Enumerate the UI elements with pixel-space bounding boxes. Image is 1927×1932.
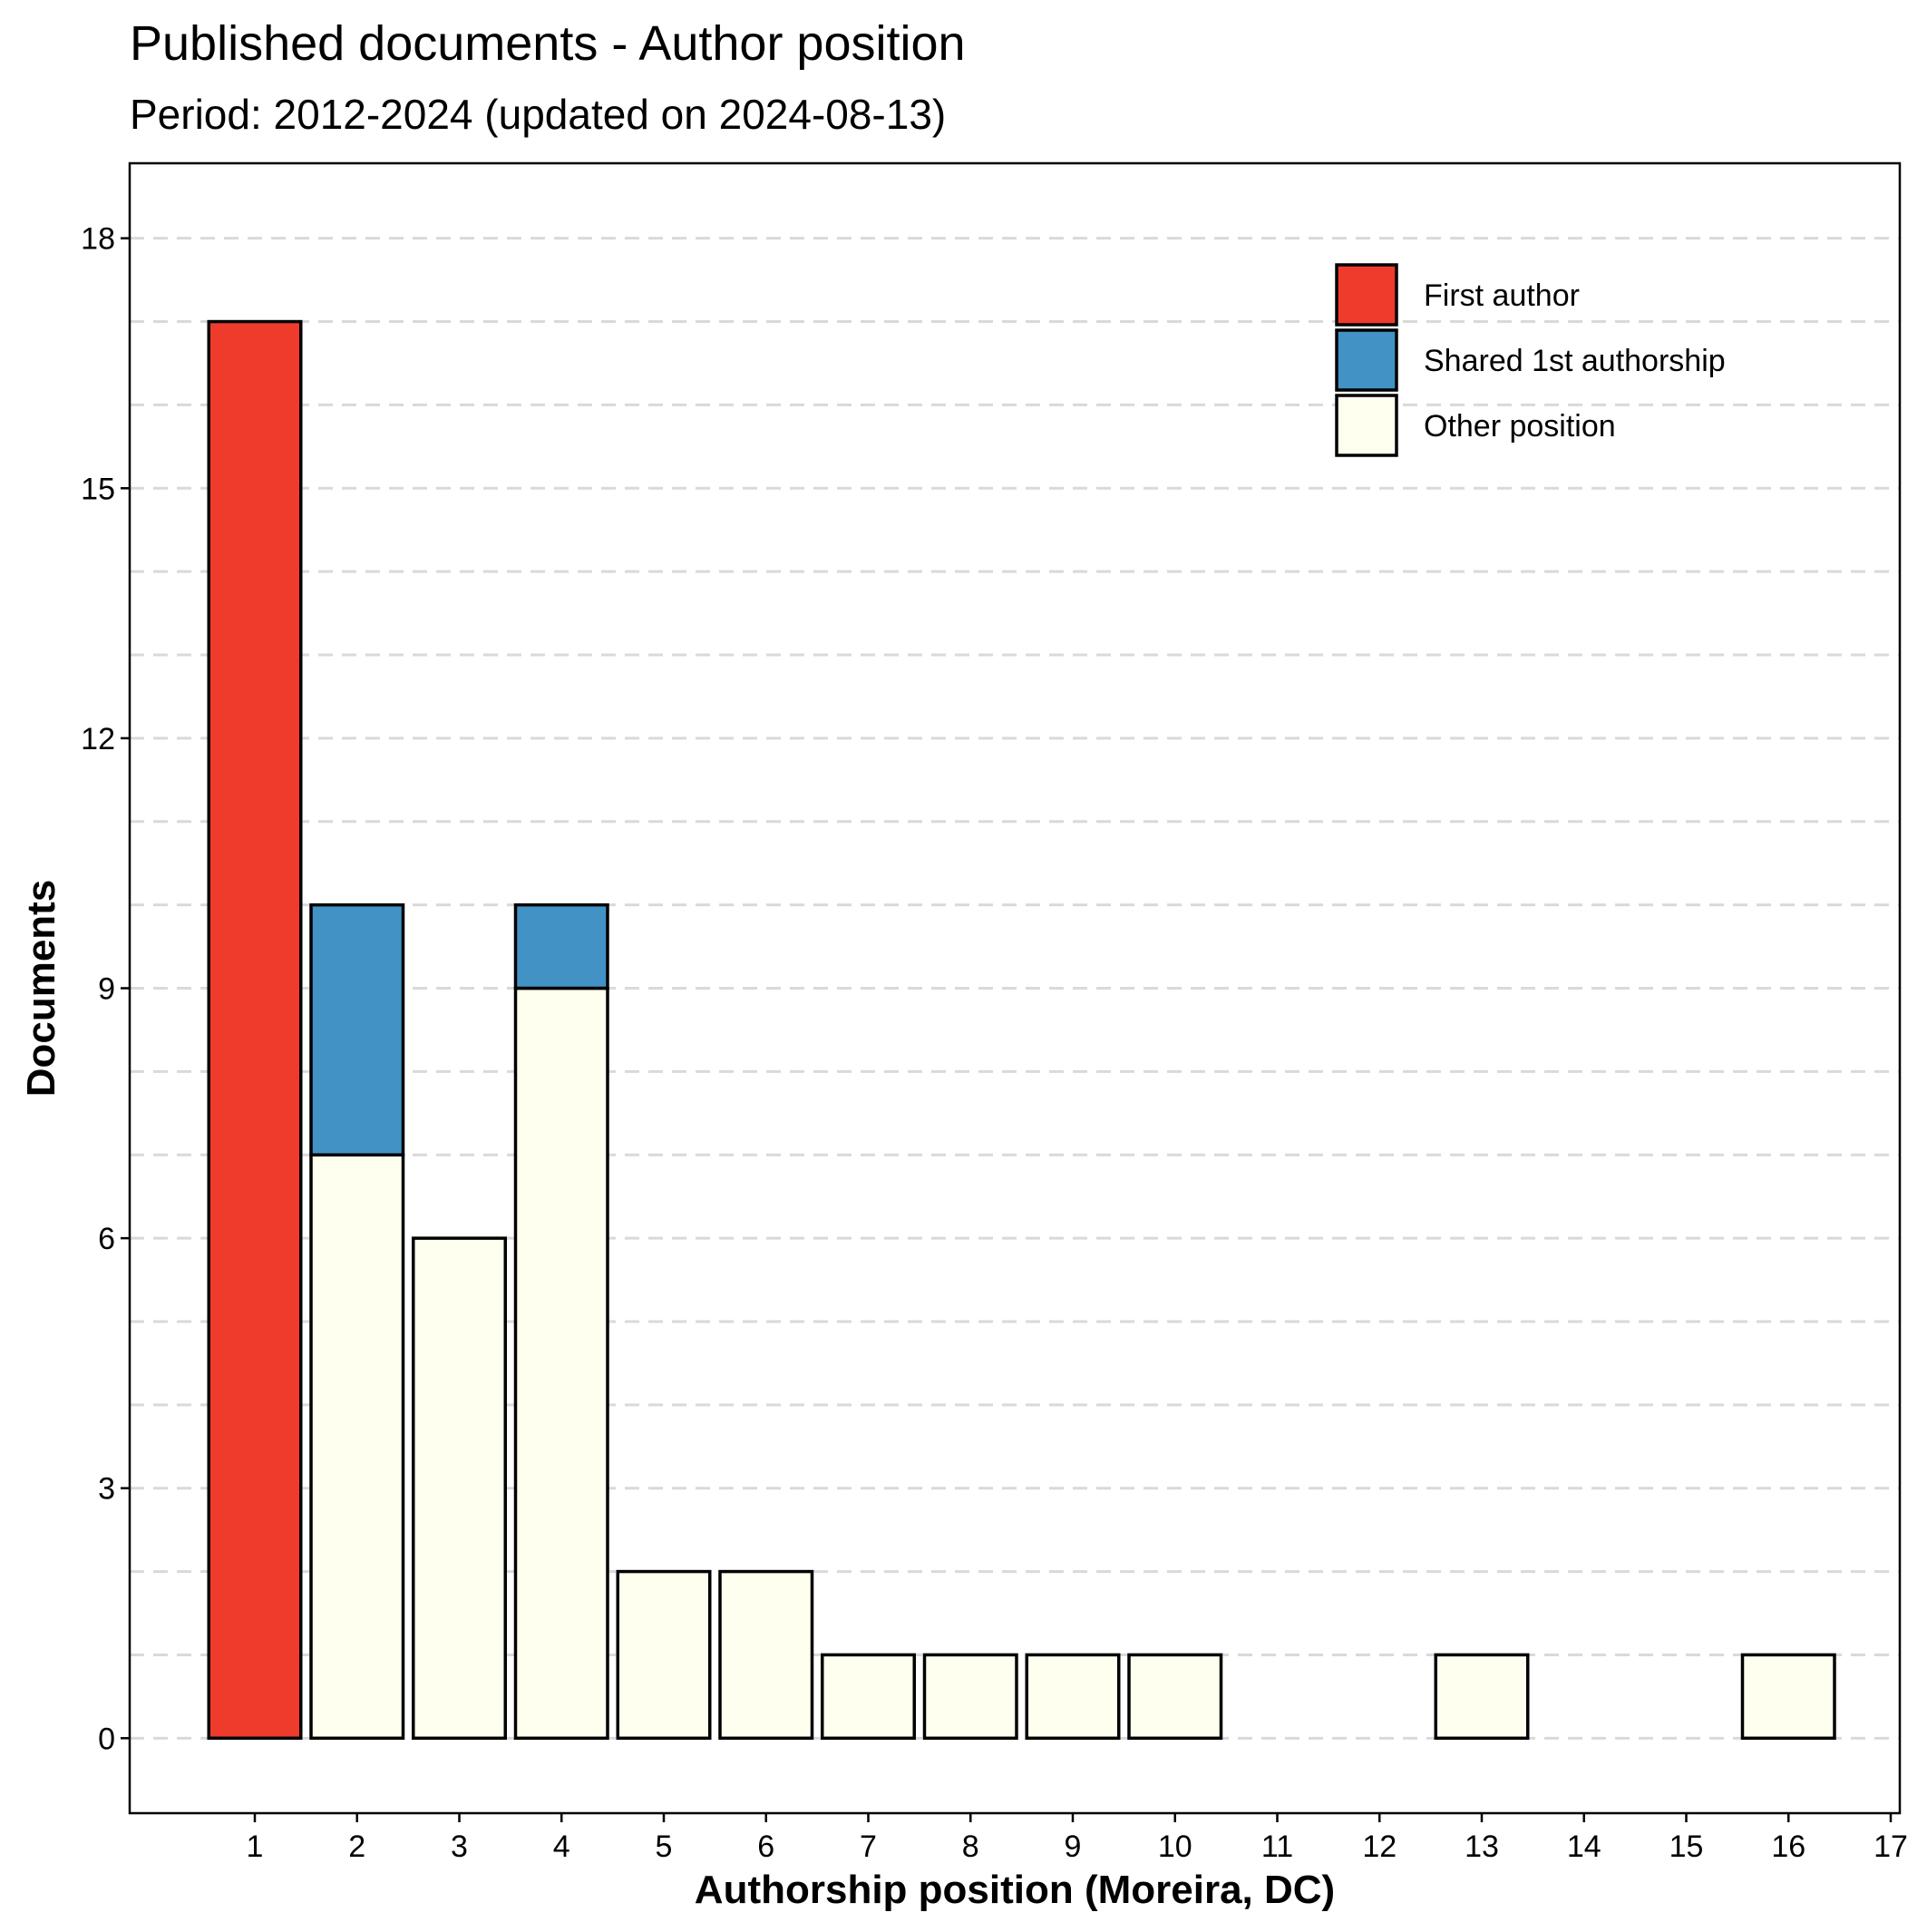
bar-4-shared-1st-authorship	[513, 903, 609, 990]
bar-4-other-position	[513, 986, 609, 1741]
x-tick-label-16: 16	[1771, 1830, 1805, 1864]
x-tick-label-4: 4	[553, 1830, 570, 1864]
y-tick-label-6: 6	[98, 1222, 115, 1256]
bar-6-other-position	[718, 1569, 814, 1741]
bars	[207, 319, 1836, 1741]
bar-5-other-position	[616, 1569, 712, 1741]
bar-7-other-position	[821, 1653, 916, 1741]
x-tick-label-17: 17	[1873, 1830, 1908, 1864]
x-tick-label-11: 11	[1261, 1830, 1293, 1864]
x-axis-title: Authorship position (Moreira, DC)	[695, 1868, 1335, 1912]
y-tick-label-0: 0	[98, 1722, 115, 1756]
legend: First author Shared 1st authorship Other p…	[1335, 263, 1726, 457]
legend-label-shared-1st-authorship: Shared 1st authorship	[1424, 344, 1726, 378]
x-tick-label-8: 8	[962, 1830, 979, 1864]
x-tick-label-6: 6	[757, 1830, 774, 1864]
bar-2-other-position	[309, 1153, 405, 1741]
x-tick-label-15: 15	[1669, 1830, 1704, 1864]
legend-label-other-position: Other position	[1424, 409, 1616, 444]
y-tick-label-18: 18	[81, 222, 115, 257]
bar-1-first-author	[207, 319, 303, 1741]
x-tick-label-2: 2	[348, 1830, 365, 1864]
x-tick-label-14: 14	[1567, 1830, 1601, 1864]
y-tick-label-15: 15	[81, 472, 115, 506]
bar-8-other-position	[922, 1653, 1018, 1741]
x-tick-label-1: 1	[247, 1830, 264, 1864]
x-tick-label-5: 5	[656, 1830, 673, 1864]
y-tick-label-9: 9	[98, 972, 115, 1007]
y-tick-label-12: 12	[81, 722, 115, 756]
chart-title: Published documents - Author position	[130, 16, 966, 71]
y-tick-label-3: 3	[98, 1472, 115, 1507]
x-tick-label-9: 9	[1065, 1830, 1082, 1864]
bar-13-other-position	[1434, 1653, 1530, 1741]
bar-10-other-position	[1127, 1653, 1223, 1741]
bar-9-other-position	[1025, 1653, 1121, 1741]
legend-key-other-position	[1335, 394, 1398, 457]
bar-2-shared-1st-authorship	[309, 903, 405, 1156]
x-tick-label-12: 12	[1362, 1830, 1397, 1864]
x-tick-label-3: 3	[451, 1830, 468, 1864]
x-tick-label-7: 7	[860, 1830, 877, 1864]
chart-subtitle: Period: 2012-2024 (updated on 2024-08-13…	[130, 91, 946, 138]
x-tick-label-10: 10	[1158, 1830, 1192, 1864]
y-axis-title: Documents	[19, 880, 63, 1098]
x-tick-label-13: 13	[1465, 1830, 1499, 1864]
legend-key-first-author	[1335, 263, 1398, 327]
bar-16-other-position	[1740, 1653, 1836, 1741]
legend-label-first-author: First author	[1424, 278, 1580, 313]
bar-3-other-position	[412, 1236, 507, 1741]
legend-key-shared-1st-authorship	[1335, 328, 1398, 392]
